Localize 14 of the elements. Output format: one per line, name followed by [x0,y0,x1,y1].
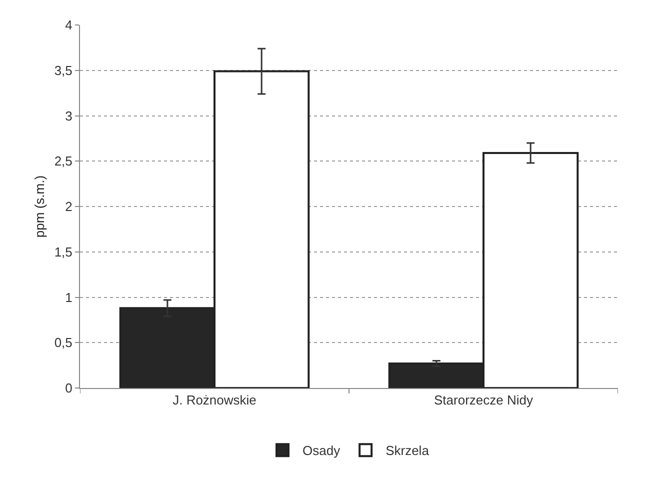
y-axis-title: ppm (s.m.) [32,175,47,238]
y-tick-label: 3 [65,108,72,124]
y-tick-label: 0 [65,380,72,396]
y-tick-label: 1 [65,290,72,305]
x-tick-label: J. Rożnowskie [172,392,256,408]
y-tick-label: 2,5 [54,154,72,169]
y-tick-label: 0,5 [54,335,72,350]
legend-label: Skrzela [386,443,430,458]
legend-label: Osady [302,443,341,458]
y-tick-label: 4 [65,18,72,33]
y-tick-label: 1,5 [54,244,72,260]
y-tick-label: 3,5 [54,62,72,78]
x-tick-label: Starorzecze Nidy [434,392,534,408]
y-tick-label: 2 [65,199,72,214]
